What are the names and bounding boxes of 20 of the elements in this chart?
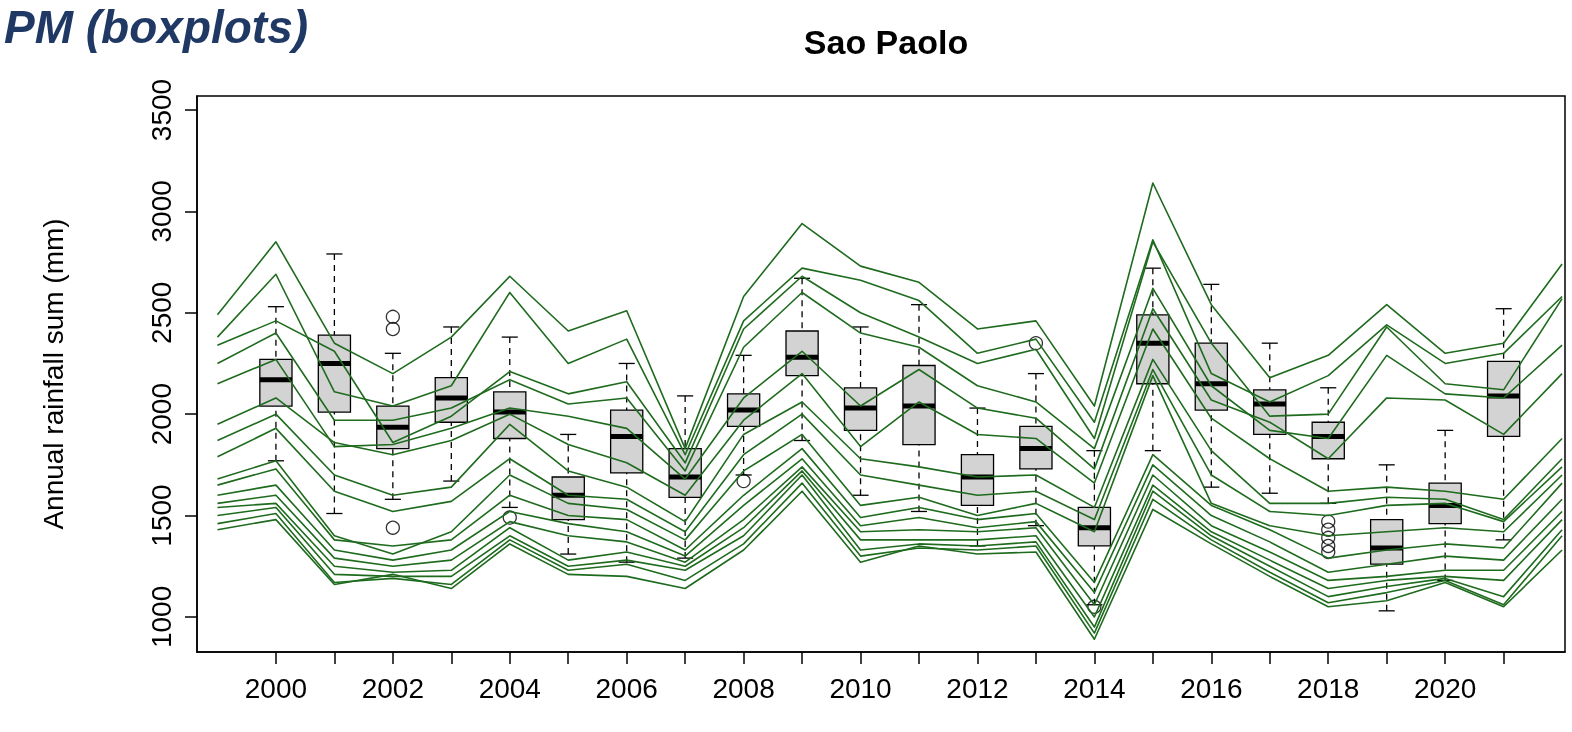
y-tick-label: 3000	[145, 180, 177, 243]
x-tick-label: 2002	[361, 672, 424, 704]
y-tick-label: 2000	[145, 383, 177, 446]
x-tick-label: 2012	[946, 672, 1009, 704]
y-axis-title: Annual rainfall sum (mm)	[37, 218, 69, 530]
y-tick-label: 1500	[145, 484, 177, 547]
y-tick-label: 3500	[145, 78, 177, 142]
y-tick-label: 2500	[145, 281, 177, 344]
x-tick-label: 2016	[1180, 672, 1243, 704]
text: PM (boxplots)	[4, 0, 309, 54]
x-tick-label: 2004	[478, 672, 541, 704]
x-tick-label: 2020	[1414, 672, 1477, 704]
x-tick-label: 2010	[829, 672, 892, 704]
x-tick-label: 2000	[244, 672, 308, 704]
x-tick-label: 2018	[1297, 672, 1360, 704]
chart-title: Sao Paolo	[803, 23, 969, 61]
y-tick-label: 1000	[145, 585, 177, 649]
x-tick-label: 2006	[595, 672, 658, 704]
x-tick-label: 2014	[1063, 672, 1126, 704]
x-tick-label: 2008	[712, 672, 775, 704]
